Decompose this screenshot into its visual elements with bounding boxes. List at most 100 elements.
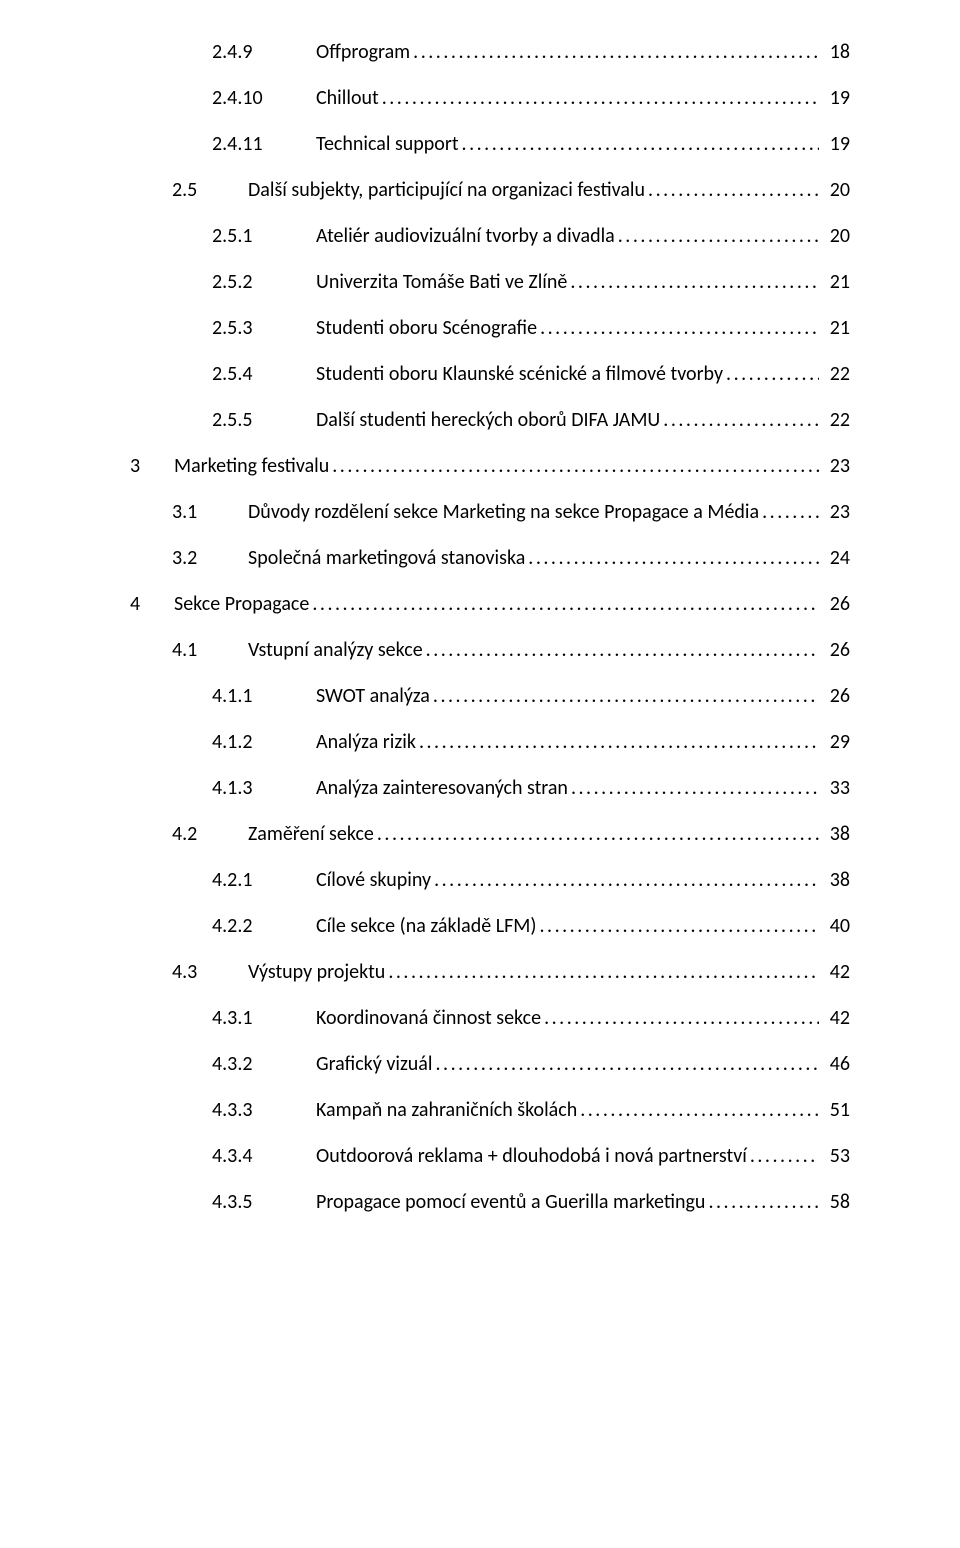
toc-entry-title: Univerzita Tomáše Bati ve Zlíně [316, 270, 567, 295]
toc-leader-dots [580, 1098, 819, 1123]
toc-entry-number: 4.1 [172, 638, 248, 663]
toc-leader-dots [435, 1052, 819, 1077]
toc-entry-page: 20 [822, 224, 850, 249]
toc-entry-page: 23 [822, 454, 850, 479]
toc-entry-page: 42 [822, 960, 850, 985]
toc-entry-page: 18 [822, 40, 850, 65]
toc-entry-number: 4.1.1 [212, 684, 316, 709]
toc-entry[interactable]: 2.5.5Další studenti hereckých oborů DIFA… [130, 408, 850, 433]
toc-entry-page: 26 [822, 684, 850, 709]
toc-leader-dots [434, 868, 819, 893]
toc-entry[interactable]: 4.2Zaměření sekce 38 [130, 822, 850, 847]
toc-entry[interactable]: 2.5.3Studenti oboru Scénografie21 [130, 316, 850, 341]
toc-entry[interactable]: 4.1.2Analýza rizik29 [130, 730, 850, 755]
toc-entry-number: 4.1.3 [212, 776, 316, 801]
toc-entry[interactable]: 4.3.5Propagace pomocí eventů a Guerilla … [130, 1190, 850, 1215]
toc-leader-dots [544, 1006, 819, 1031]
toc-entry-title: Sekce Propagace [174, 592, 309, 617]
toc-entry-page: 42 [822, 1006, 850, 1031]
toc-entry[interactable]: 2.5.4Studenti oboru Klaunské scénické a … [130, 362, 850, 387]
toc-entry[interactable]: 2.5.1Ateliér audiovizuální tvorby a diva… [130, 224, 850, 249]
toc-entry-page: 21 [822, 316, 850, 341]
toc-entry[interactable]: 4Sekce Propagace26 [130, 592, 850, 617]
toc-entry[interactable]: 4.1Vstupní analýzy sekce 26 [130, 638, 850, 663]
toc-entry[interactable]: 4.2.2Cíle sekce (na základě LFM)40 [130, 914, 850, 939]
toc-entry-title: Společná marketingová stanoviska [248, 546, 525, 571]
toc-entry[interactable]: 4.3Výstupy projektu42 [130, 960, 850, 985]
toc-entry-title: Offprogram [316, 40, 410, 65]
toc-entry[interactable]: 2.4.10Chillout19 [130, 86, 850, 111]
toc-entry[interactable]: 4.3.1Koordinovaná činnost sekce 42 [130, 1006, 850, 1031]
toc-entry[interactable]: 4.3.4Outdoorová reklama + dlouhodobá i n… [130, 1144, 850, 1169]
toc-entry-title: Cíle sekce (na základě LFM) [316, 914, 536, 939]
toc-entry-number: 4.3.2 [212, 1052, 316, 1077]
toc-entry-number: 2.5.4 [212, 362, 316, 387]
toc-entry[interactable]: 4.3.3Kampaň na zahraničních školách 51 [130, 1098, 850, 1123]
toc-entry-title: Marketing festivalu [174, 454, 329, 479]
toc-entry-number: 4.2 [172, 822, 248, 847]
toc-entry-title: Grafický vizuál [316, 1052, 432, 1077]
toc-leader-dots [618, 224, 819, 249]
toc-entry-page: 24 [822, 546, 850, 571]
toc-leader-dots [419, 730, 819, 755]
toc-entry-title: Důvody rozdělení sekce Marketing na sekc… [248, 500, 759, 525]
toc-entry-number: 4.3.4 [212, 1144, 316, 1169]
toc-entry-page: 38 [822, 868, 850, 893]
toc-entry-title: Vstupní analýzy sekce [248, 638, 423, 663]
toc-entry-number: 4.3.3 [212, 1098, 316, 1123]
toc-entry-page: 22 [822, 362, 850, 387]
toc-entry-number: 4.2.1 [212, 868, 316, 893]
toc-entry-number: 4 [130, 592, 174, 617]
toc-leader-dots [708, 1190, 819, 1215]
toc-entry[interactable]: 2.4.11Technical support19 [130, 132, 850, 157]
toc-leader-dots [571, 776, 819, 801]
toc-entry-page: 38 [822, 822, 850, 847]
toc-entry[interactable]: 2.5.2Univerzita Tomáše Bati ve Zlíně21 [130, 270, 850, 295]
toc-entry[interactable]: 2.5Další subjekty, participující na orga… [130, 178, 850, 203]
toc-entry[interactable]: 3Marketing festivalu23 [130, 454, 850, 479]
toc-entry-number: 4.3.1 [212, 1006, 316, 1031]
toc-entry[interactable]: 4.1.1SWOT analýza26 [130, 684, 850, 709]
toc-entry[interactable]: 4.3.2Grafický vizuál46 [130, 1052, 850, 1077]
toc-entry-page: 51 [822, 1098, 850, 1123]
toc-leader-dots [332, 454, 819, 479]
toc-leader-dots [462, 132, 819, 157]
toc-entry-number: 2.5.2 [212, 270, 316, 295]
toc-entry-title: Ateliér audiovizuální tvorby a divadla [316, 224, 615, 249]
toc-entry[interactable]: 3.2Společná marketingová stanoviska24 [130, 546, 850, 571]
toc-entry-page: 33 [822, 776, 850, 801]
toc-entry-number: 3.1 [172, 500, 248, 525]
toc-entry-title: Cílové skupiny [316, 868, 431, 893]
toc-entry-title: Zaměření sekce [248, 822, 374, 847]
toc-entry-page: 19 [822, 86, 850, 111]
toc-entry-title: Outdoorová reklama + dlouhodobá i nová p… [316, 1144, 747, 1169]
toc-leader-dots [648, 178, 819, 203]
toc-entry-number: 4.2.2 [212, 914, 316, 939]
toc-entry-number: 2.5.1 [212, 224, 316, 249]
toc-entry-title: Výstupy projektu [248, 960, 385, 985]
toc-entry-number: 2.5.5 [212, 408, 316, 433]
table-of-contents: 2.4.9Offprogram182.4.10Chillout192.4.11T… [130, 40, 850, 1215]
toc-entry-page: 26 [822, 638, 850, 663]
toc-entry-number: 2.5.3 [212, 316, 316, 341]
toc-entry-page: 22 [822, 408, 850, 433]
toc-entry-number: 4.3.5 [212, 1190, 316, 1215]
toc-entry-title: Koordinovaná činnost sekce [316, 1006, 541, 1031]
toc-entry-number: 4.1.2 [212, 730, 316, 755]
toc-entry[interactable]: 4.2.1Cílové skupiny 38 [130, 868, 850, 893]
toc-leader-dots [312, 592, 819, 617]
toc-entry-page: 20 [822, 178, 850, 203]
toc-entry[interactable]: 2.4.9Offprogram18 [130, 40, 850, 65]
toc-leader-dots [750, 1144, 819, 1169]
toc-leader-dots [539, 914, 819, 939]
toc-entry-title: Další studenti hereckých oborů DIFA JAMU [316, 408, 660, 433]
toc-leader-dots [663, 408, 819, 433]
toc-entry[interactable]: 4.1.3Analýza zainteresovaných stran33 [130, 776, 850, 801]
toc-entry-title: Další subjekty, participující na organiz… [248, 178, 645, 203]
toc-leader-dots [540, 316, 819, 341]
toc-entry[interactable]: 3.1Důvody rozdělení sekce Marketing na s… [130, 500, 850, 525]
toc-entry-title: Kampaň na zahraničních školách [316, 1098, 577, 1123]
toc-entry-number: 2.4.11 [212, 132, 316, 157]
toc-leader-dots [377, 822, 819, 847]
toc-leader-dots [433, 684, 819, 709]
